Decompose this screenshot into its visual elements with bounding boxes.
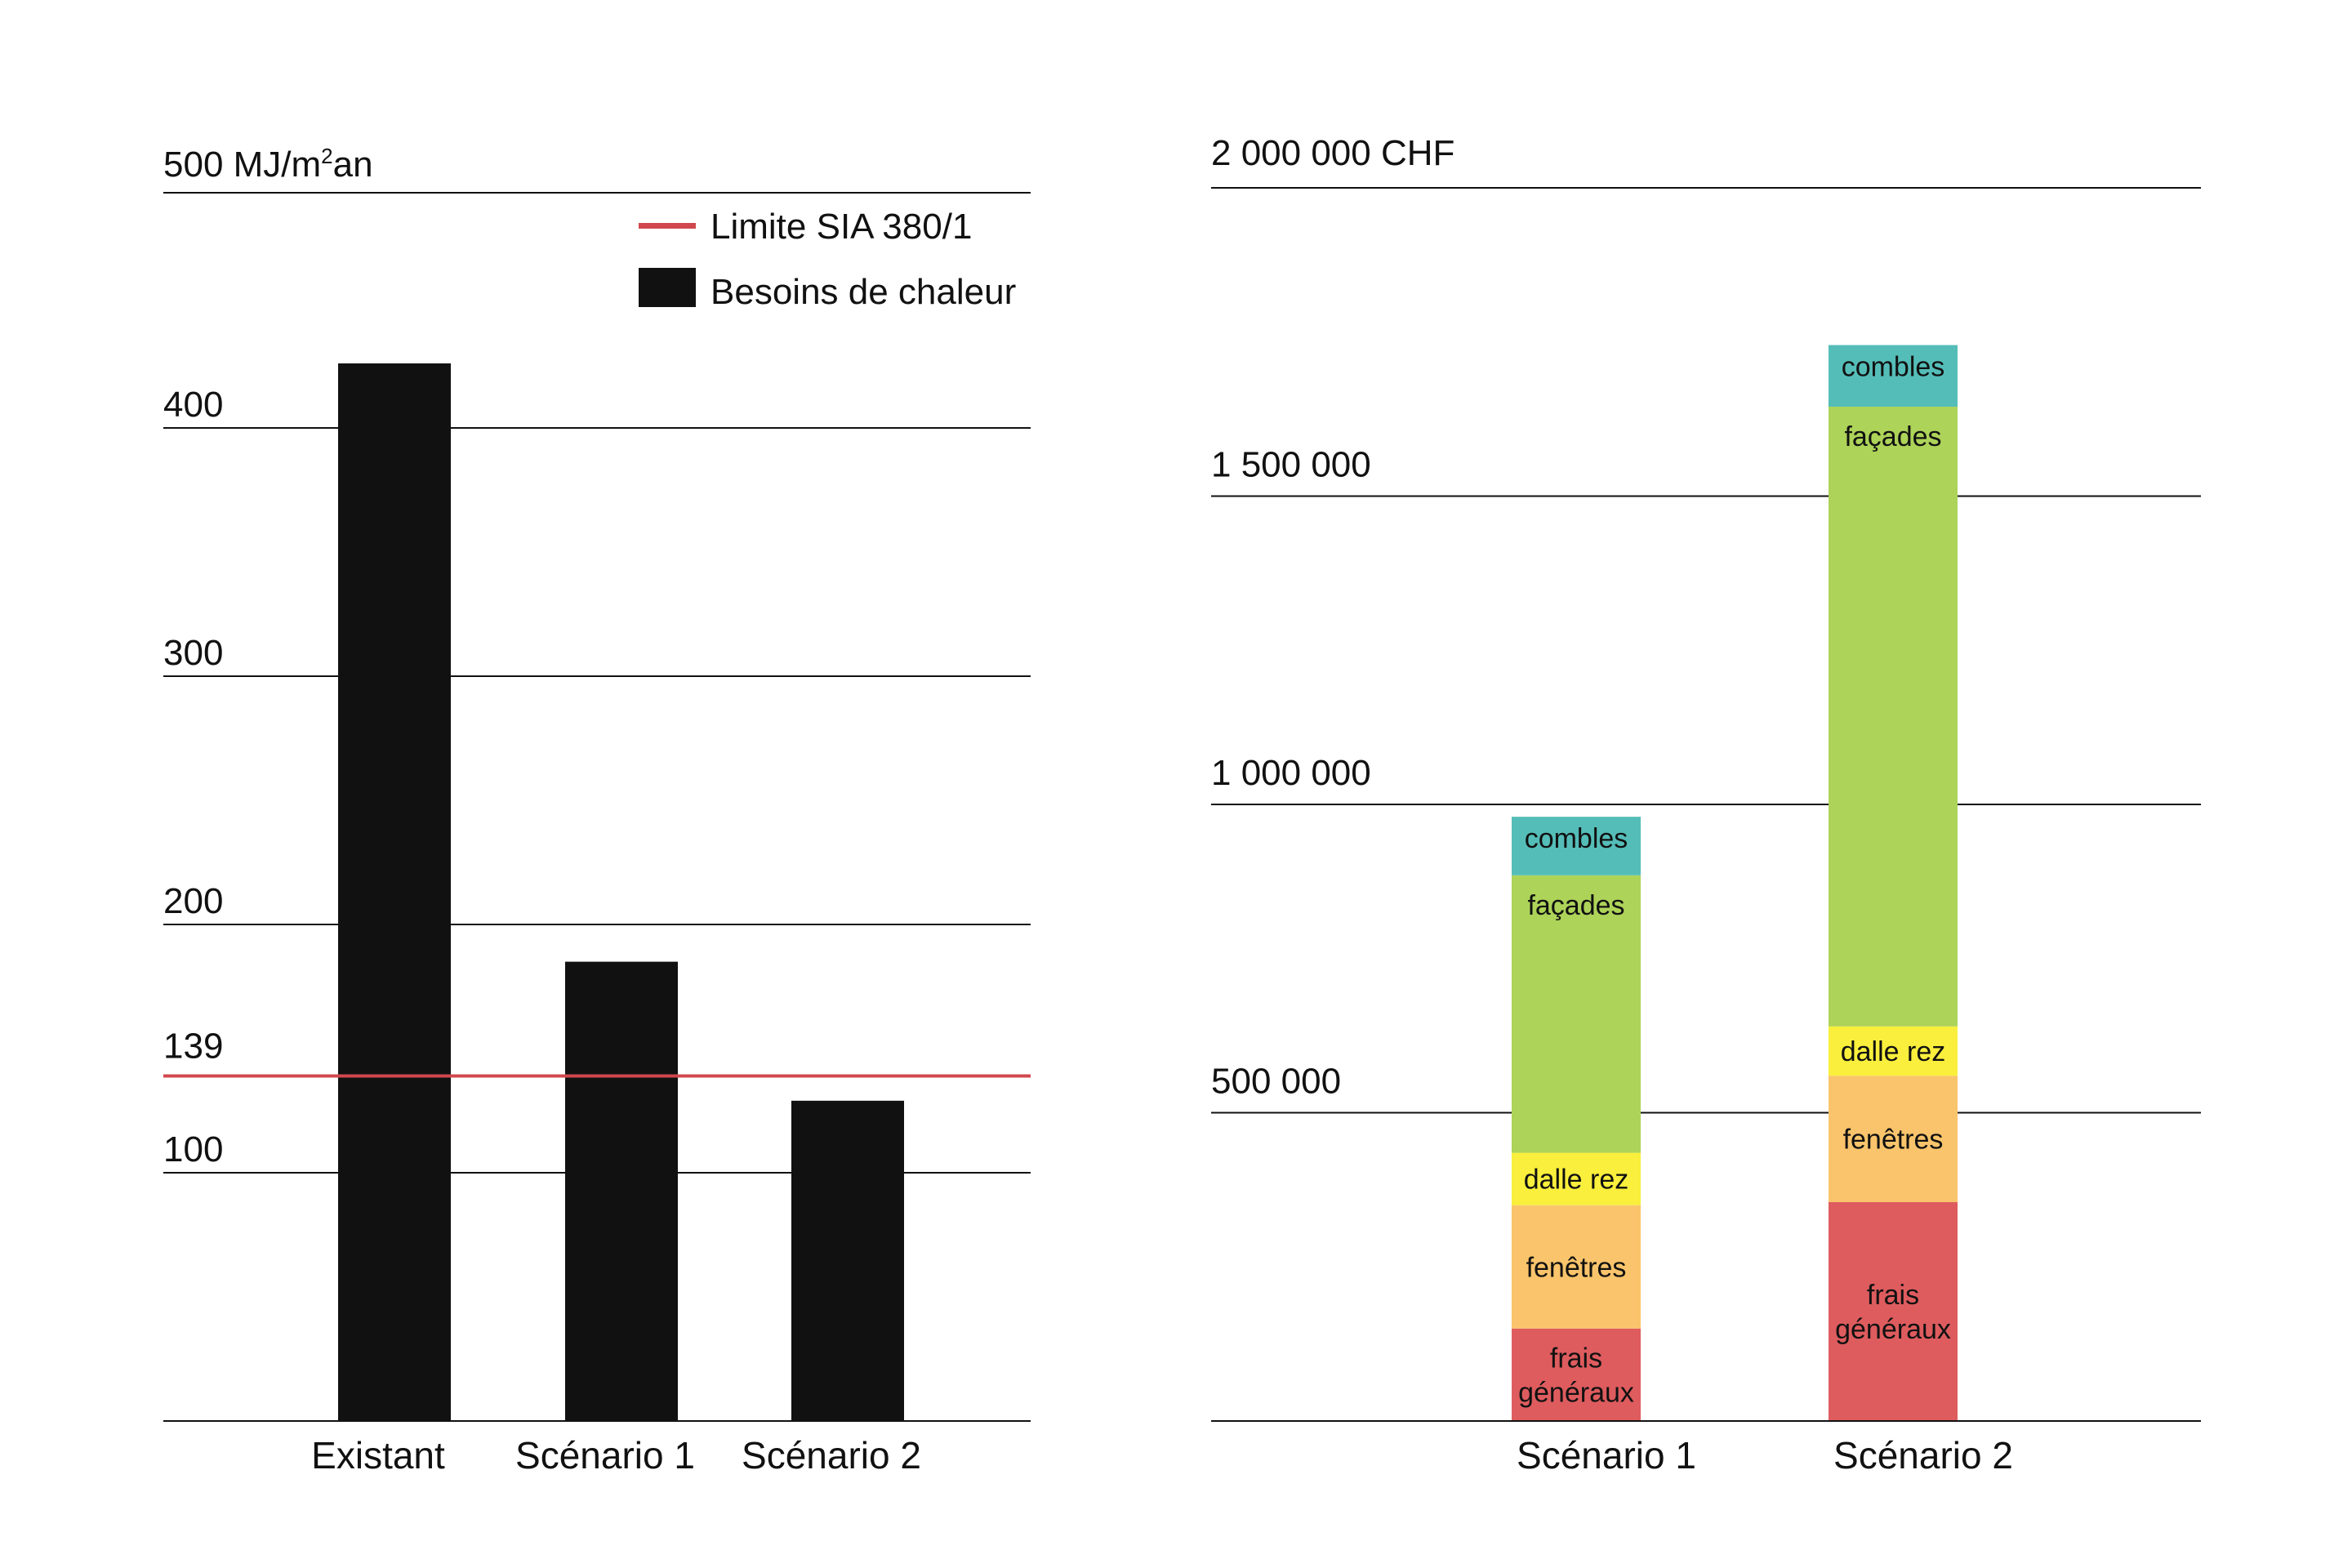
y-tick-label: 300 — [163, 633, 223, 673]
x-category-label: Scénario 1 — [1517, 1434, 1696, 1477]
legend-label-limit: Limite SIA 380/1 — [710, 207, 972, 247]
segment-label: combles — [1525, 823, 1628, 854]
stack-segment-dalle-rez — [1512, 1152, 1641, 1205]
stack-segment-frais-g-n-raux — [1512, 1328, 1641, 1421]
segment-label: frais généraux — [1518, 1343, 1634, 1408]
stack-segment-combles — [1512, 817, 1641, 875]
segment-label: façades — [1844, 421, 1941, 452]
x-category-label: Scénario 2 — [1833, 1434, 2013, 1477]
x-category-label: Existant — [311, 1434, 445, 1477]
stack-segment-fa-ades — [1512, 875, 1641, 1153]
segment-label: frais généraux — [1835, 1280, 1951, 1345]
y-top-tick-label: 2 000 000 CHF — [1211, 133, 1454, 173]
bar-existant — [338, 363, 451, 1422]
y-tick-label: 100 — [163, 1129, 223, 1169]
segment-label: façades — [1527, 890, 1624, 921]
stack-segment-frais-g-n-raux — [1829, 1201, 1958, 1421]
stack-segment-fen-tres — [1512, 1205, 1641, 1329]
legend-swatch-heat — [639, 268, 696, 307]
y-tick-label: 1 000 000 — [1211, 753, 1371, 793]
y-tick-label: 1 500 000 — [1211, 445, 1371, 485]
bar-sc-nario-2 — [791, 1100, 904, 1421]
renovation-cost-chart: 500 000 1 000 000 1 500 000 2 000 000 CHF fr… — [1211, 133, 2201, 1477]
stack-segment-fa-ades — [1829, 407, 1958, 1027]
y-tick-label: 400 — [163, 385, 223, 425]
stack-segment-fen-tres — [1829, 1076, 1958, 1202]
stack-segment-combles — [1829, 345, 1958, 408]
segment-label: combles — [1842, 352, 1945, 383]
y-top-tick-label: 500 MJ/m2an — [163, 144, 373, 185]
y-tick-label: 200 — [163, 881, 223, 921]
legend-label-heat: Besoins de chaleur — [710, 272, 1016, 312]
x-category-label: Scénario 2 — [742, 1434, 921, 1477]
x-category-label: Scénario 1 — [515, 1434, 695, 1477]
y-tick-label: 500 000 — [1211, 1062, 1341, 1102]
segment-label: fenêtres — [1526, 1252, 1627, 1283]
stack-segment-dalle-rez — [1829, 1026, 1958, 1076]
segment-label: dalle rez — [1524, 1165, 1629, 1196]
limit-value-label: 139 — [163, 1026, 223, 1066]
legend-swatch-limit — [639, 223, 696, 229]
segment-label: dalle rez — [1841, 1036, 1946, 1067]
heat-demand-chart: 100 200 300 400 500 MJ/m2an Existant Scénario … — [163, 144, 1031, 1477]
bar-sc-nario-1 — [565, 961, 678, 1421]
segment-label: fenêtres — [1843, 1125, 1944, 1156]
